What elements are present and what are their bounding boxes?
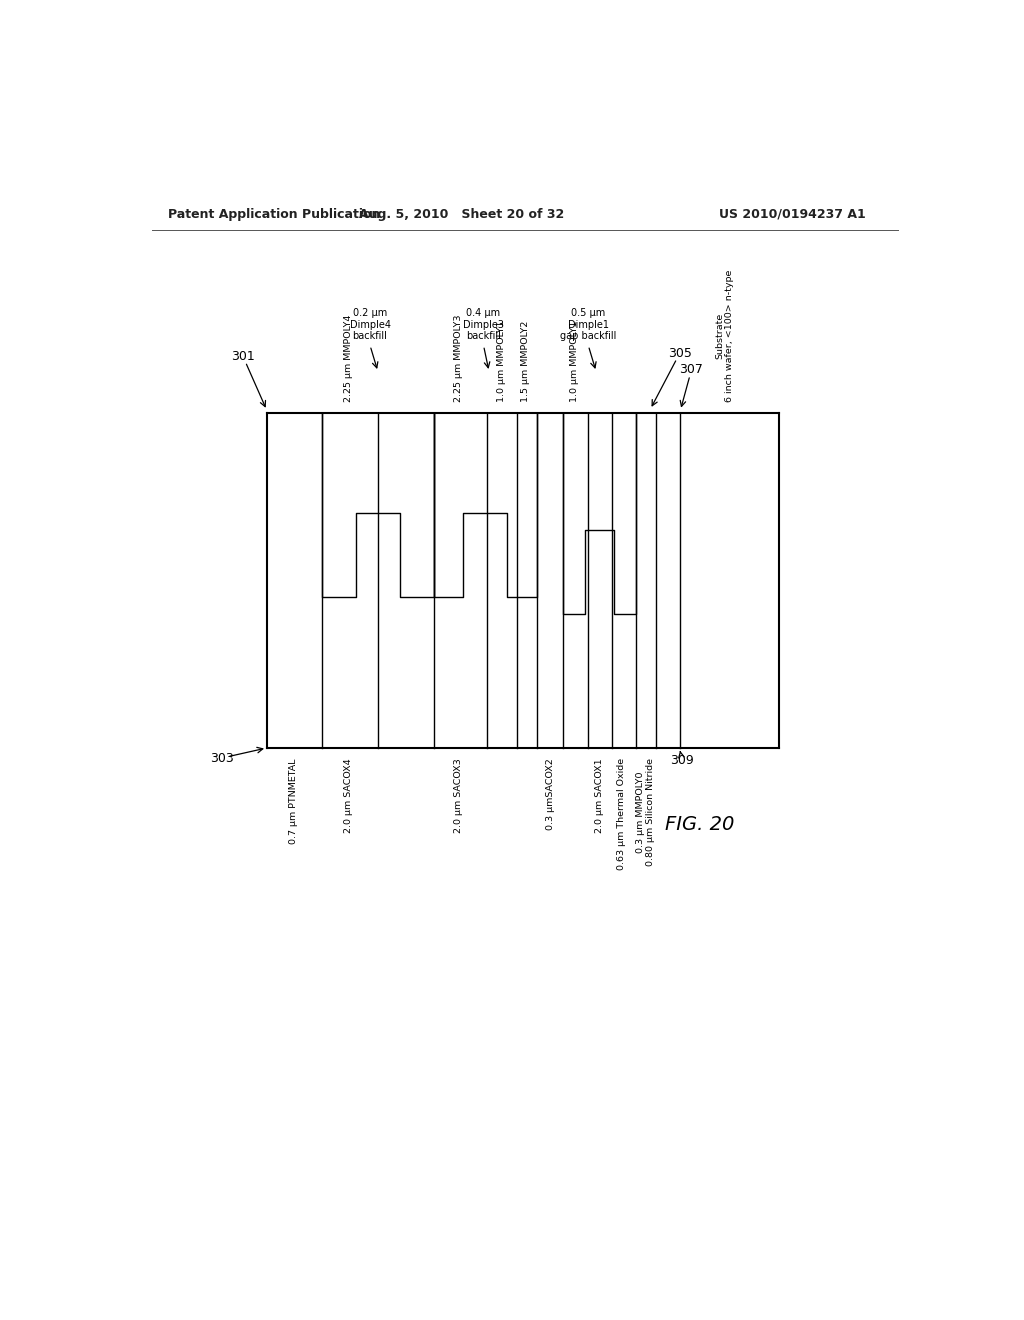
Text: 301: 301 <box>231 350 255 363</box>
Text: 0.3 μm MMPOLY0
0.80 μm Silicon Nitride: 0.3 μm MMPOLY0 0.80 μm Silicon Nitride <box>636 758 655 866</box>
Text: 0.7 μm PTNMETAL: 0.7 μm PTNMETAL <box>289 758 298 843</box>
Text: 2.0 μm SACOX1: 2.0 μm SACOX1 <box>595 758 604 833</box>
Text: 303: 303 <box>210 751 233 764</box>
Text: 2.0 μm SACOX3: 2.0 μm SACOX3 <box>455 758 464 833</box>
Text: 0.2 μm
Dimple4
backfill: 0.2 μm Dimple4 backfill <box>349 308 390 342</box>
Text: 0.3 μmSACOX2: 0.3 μmSACOX2 <box>546 758 555 830</box>
Text: 2.25 μm MMPOLY4: 2.25 μm MMPOLY4 <box>344 315 353 403</box>
Text: 1.0 μm MMPOLY1: 1.0 μm MMPOLY1 <box>570 321 580 403</box>
Text: 1.0 μm MMPOLY1: 1.0 μm MMPOLY1 <box>498 321 506 403</box>
Text: FIG. 20: FIG. 20 <box>665 814 734 834</box>
Text: 305: 305 <box>668 347 691 360</box>
Text: 0.4 μm
Dimple3
backfill: 0.4 μm Dimple3 backfill <box>463 308 504 342</box>
Text: 309: 309 <box>670 754 694 767</box>
Text: Aug. 5, 2010   Sheet 20 of 32: Aug. 5, 2010 Sheet 20 of 32 <box>358 207 564 220</box>
Text: Substrate
6 inch wafer, <100> n-type: Substrate 6 inch wafer, <100> n-type <box>715 271 734 403</box>
Text: 2.0 μm SACOX4: 2.0 μm SACOX4 <box>344 758 353 833</box>
Text: 1.5 μm MMPOLY2: 1.5 μm MMPOLY2 <box>521 321 530 403</box>
Text: US 2010/0194237 A1: US 2010/0194237 A1 <box>719 207 866 220</box>
Text: 0.5 μm
Dimple1
gap backfill: 0.5 μm Dimple1 gap backfill <box>560 308 616 342</box>
Text: 307: 307 <box>680 363 703 376</box>
Text: 0.63 μm Thermal Oxide: 0.63 μm Thermal Oxide <box>617 758 626 870</box>
Text: Patent Application Publication: Patent Application Publication <box>168 207 380 220</box>
Text: 2.25 μm MMPOLY3: 2.25 μm MMPOLY3 <box>455 315 464 403</box>
